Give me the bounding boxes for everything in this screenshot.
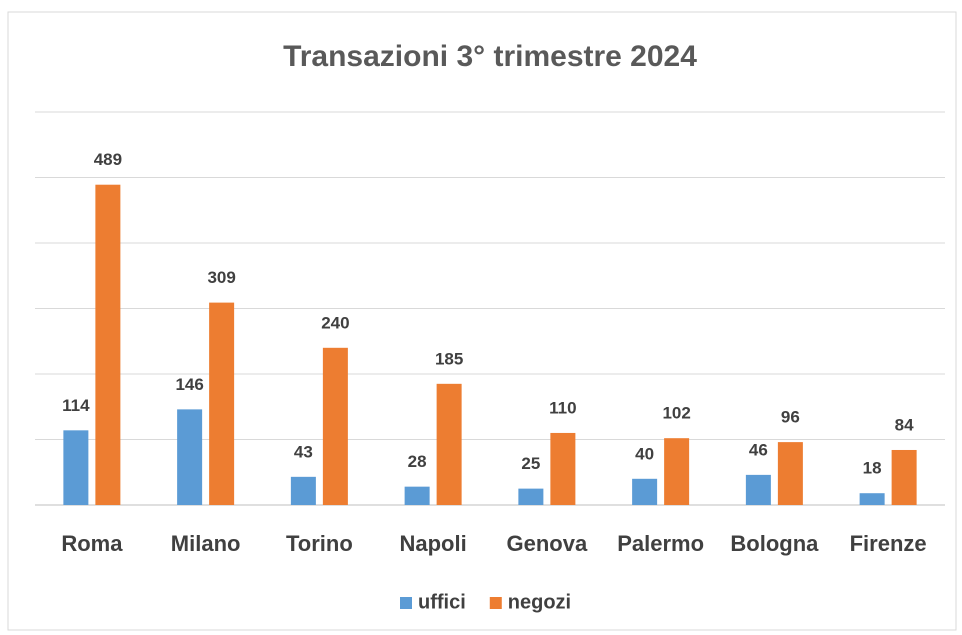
value-label: 110	[549, 398, 576, 417]
bar	[632, 478, 658, 505]
chart-title: Transazioni 3° trimestre 2024	[283, 40, 697, 73]
value-label: 96	[781, 408, 800, 427]
bar	[95, 184, 121, 505]
value-label: 240	[321, 313, 349, 332]
value-label: 84	[895, 415, 914, 434]
bar	[209, 302, 235, 505]
value-label: 25	[521, 454, 540, 473]
x-tick-label: Milano	[171, 531, 241, 556]
x-tick-label: Palermo	[617, 531, 704, 556]
value-label: 28	[408, 452, 427, 471]
value-label: 102	[662, 404, 690, 423]
x-tick-label: Firenze	[850, 531, 927, 556]
x-tick-label: Roma	[61, 531, 123, 556]
bar	[664, 438, 690, 505]
value-label: 43	[294, 442, 313, 461]
bar	[777, 442, 803, 505]
x-tick-label: Napoli	[400, 531, 467, 556]
value-label: 40	[635, 444, 654, 463]
bar	[63, 430, 89, 505]
value-label: 489	[94, 150, 122, 169]
bar	[518, 488, 544, 505]
value-label: 46	[749, 440, 768, 459]
value-label: 146	[175, 375, 203, 394]
value-label: 185	[435, 349, 463, 368]
value-label: 114	[62, 396, 90, 415]
legend-swatch	[400, 597, 412, 609]
chart-border	[7, 11, 957, 631]
legend-swatch	[489, 597, 502, 609]
x-tick-label: Bologna	[730, 531, 819, 556]
bar	[404, 486, 430, 505]
value-label: 18	[863, 459, 882, 478]
bar	[290, 476, 316, 505]
value-label: 309	[207, 268, 235, 287]
bar	[177, 409, 203, 505]
bar	[859, 493, 885, 505]
x-tick-label: Torino	[286, 531, 353, 556]
bar	[745, 474, 771, 505]
bar	[550, 432, 576, 505]
legend-label: uffici	[418, 591, 466, 613]
x-tick-label: Genova	[507, 531, 588, 556]
bar	[436, 383, 462, 505]
bar	[322, 347, 348, 505]
legend-label: negozi	[508, 591, 571, 613]
bar	[891, 449, 917, 505]
